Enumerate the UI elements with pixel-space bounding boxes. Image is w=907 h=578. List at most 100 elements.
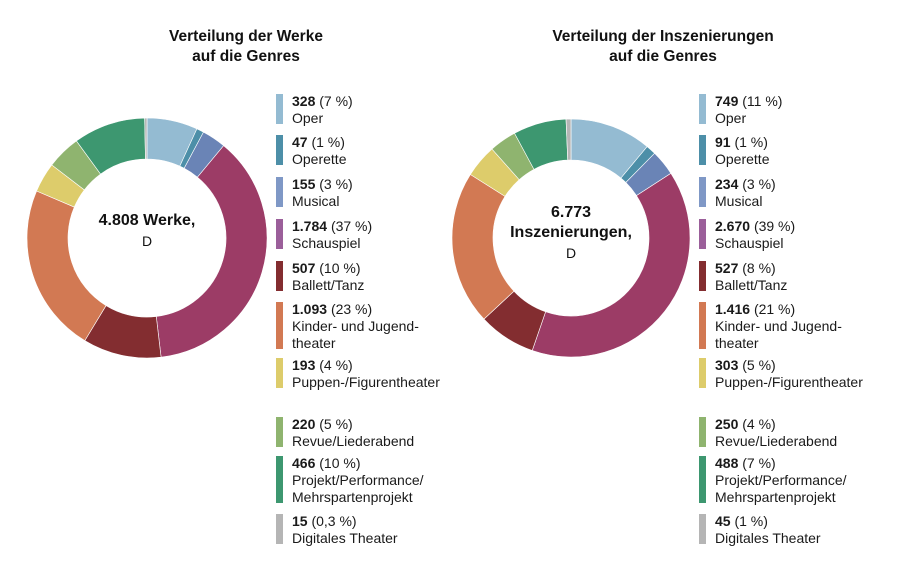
werke-chart-title: Verteilung der Werke auf die Genres [116, 27, 376, 67]
inszenierungen-total-unit: Inszenierungen, [510, 224, 632, 241]
inszenierungen-chart-panel: Verteilung der Inszenierungen auf die Ge… [451, 0, 907, 578]
inszenierungen-legend-percent: (39 %) [753, 218, 796, 234]
inszenierungen-legend-swatch [699, 94, 706, 124]
werke-legend-label: Musical [292, 193, 340, 209]
inszenierungen-legend-percent: (5 %) [742, 357, 776, 373]
werke-legend-text: 193 (4 %) Puppen-/Figurentheater [292, 357, 440, 391]
werke-donut-slice [144, 117, 148, 160]
werke-legend-value: 15 [292, 513, 308, 529]
werke-legend-label: Operette [292, 151, 347, 167]
werke-legend-text: 328 (7 %) Oper [292, 93, 353, 127]
inszenierungen-legend-value: 527 [715, 260, 739, 276]
werke-legend-percent: (0,3 %) [311, 513, 357, 529]
inszenierungen-donut-chart [451, 118, 691, 358]
werke-total: 4.808 Werke, [98, 212, 196, 229]
inszenierungen-legend-value: 2.670 [715, 218, 751, 234]
inszenierungen-legend-swatch [699, 261, 706, 291]
inszenierungen-legend-text: 250 (4 %) Revue/Liederabend [715, 416, 837, 450]
inszenierungen-legend-swatch [699, 417, 706, 447]
inszenierungen-legend-text: 45 (1 %) Digitales Theater [715, 513, 821, 547]
inszenierungen-region: D [565, 245, 577, 261]
inszenierungen-legend-value: 1.416 [715, 301, 751, 317]
werke-legend-label: Ballett/Tanz [292, 277, 365, 293]
inszenierungen-legend-swatch [699, 514, 706, 544]
inszenierungen-legend-label: Musical [715, 193, 763, 209]
inszenierungen-legend-percent: (4 %) [742, 416, 776, 432]
inszenierungen-donut-slice [531, 172, 691, 358]
inszenierungen-title-line-2: auf die Genres [609, 48, 717, 65]
inszenierungen-donut-slice [565, 118, 572, 161]
werke-legend-percent: (3 %) [319, 176, 353, 192]
inszenierungen-legend-label: Puppen-/Figurentheater [715, 374, 863, 390]
werke-legend-text: 507 (10 %) Ballett/Tanz [292, 260, 364, 294]
inszenierungen-legend-text: 234 (3 %) Musical [715, 176, 776, 210]
inszenierungen-total-number: 6.773 [550, 204, 592, 221]
werke-donut-chart [26, 117, 268, 359]
werke-legend-swatch [276, 417, 283, 447]
inszenierungen-legend-value: 488 [715, 455, 739, 471]
werke-legend-text: 15 (0,3 %) Digitales Theater [292, 513, 398, 547]
werke-legend-label: Puppen-/Figurentheater [292, 374, 440, 390]
inszenierungen-legend-text: 1.416 (21 %) Kinder- und Jugend-theater [715, 301, 842, 352]
inszenierungen-legend-label: Ballett/Tanz [715, 277, 788, 293]
werke-legend-label: Mehrspartenprojekt [292, 489, 413, 505]
werke-legend-swatch [276, 302, 283, 349]
inszenierungen-legend-percent: (1 %) [734, 134, 768, 150]
inszenierungen-legend-swatch [699, 302, 706, 349]
inszenierungen-legend-value: 303 [715, 357, 739, 373]
werke-legend-swatch [276, 94, 283, 124]
werke-title-line-2: auf die Genres [192, 48, 300, 65]
inszenierungen-legend-text: 749 (11 %) Oper [715, 93, 782, 127]
inszenierungen-legend-text: 2.670 (39 %) Schauspiel [715, 218, 795, 252]
inszenierungen-legend-value: 749 [715, 93, 739, 109]
werke-legend-text: 466 (10 %) Projekt/Performance/Mehrsparte… [292, 455, 424, 506]
werke-title-line-1: Verteilung der Werke [169, 28, 323, 45]
werke-region: D [141, 233, 153, 249]
werke-legend-swatch [276, 358, 283, 388]
inszenierungen-legend-label: Kinder- und Jugend- [715, 318, 842, 334]
werke-legend-value: 328 [292, 93, 316, 109]
werke-legend-value: 220 [292, 416, 316, 432]
inszenierungen-legend-value: 45 [715, 513, 731, 529]
werke-legend-value: 507 [292, 260, 316, 276]
werke-legend-value: 466 [292, 455, 316, 471]
werke-legend-value: 1.784 [292, 218, 328, 234]
inszenierungen-legend-percent: (1 %) [734, 513, 768, 529]
werke-legend-label: Projekt/Performance/ [292, 472, 424, 488]
inszenierungen-legend-value: 250 [715, 416, 739, 432]
werke-legend-percent: (23 %) [330, 301, 373, 317]
inszenierungen-title-line-1: Verteilung der Inszenierungen [552, 28, 774, 45]
inszenierungen-legend-label: theater [715, 335, 759, 351]
werke-legend-text: 155 (3 %) Musical [292, 176, 353, 210]
werke-legend-label: Oper [292, 110, 324, 126]
inszenierungen-legend-label: Projekt/Performance/ [715, 472, 847, 488]
inszenierungen-legend-percent: (8 %) [742, 260, 776, 276]
werke-legend-value: 155 [292, 176, 316, 192]
inszenierungen-legend-text: 303 (5 %) Puppen-/Figurentheater [715, 357, 863, 391]
inszenierungen-legend-label: Oper [715, 110, 747, 126]
werke-legend-percent: (4 %) [319, 357, 353, 373]
inszenierungen-legend-label: Mehrspartenprojekt [715, 489, 836, 505]
werke-legend-label: Revue/Liederabend [292, 433, 415, 449]
werke-legend-percent: (37 %) [330, 218, 373, 234]
inszenierungen-legend-percent: (11 %) [742, 93, 783, 109]
werke-legend-swatch [276, 135, 283, 165]
werke-legend-value: 193 [292, 357, 316, 373]
inszenierungen-legend-text: 527 (8 %) Ballett/Tanz [715, 260, 787, 294]
werke-legend-percent: (5 %) [319, 416, 353, 432]
inszenierungen-legend-value: 234 [715, 176, 739, 192]
inszenierungen-legend-swatch [699, 456, 706, 503]
werke-legend-value: 47 [292, 134, 308, 150]
werke-legend-swatch [276, 219, 283, 249]
werke-legend-text: 1.093 (23 %) Kinder- und Jugend-theater [292, 301, 419, 352]
werke-legend-percent: (7 %) [319, 93, 353, 109]
werke-legend-text: 1.784 (37 %) Schauspiel [292, 218, 372, 252]
inszenierungen-legend-label: Digitales Theater [715, 530, 821, 546]
inszenierungen-legend-swatch [699, 358, 706, 388]
werke-center-label: 4.808 Werke, D [87, 211, 207, 251]
werke-legend-percent: (1 %) [311, 134, 345, 150]
inszenierungen-legend-label: Revue/Liederabend [715, 433, 838, 449]
werke-legend-percent: (10 %) [319, 260, 361, 276]
werke-legend-swatch [276, 261, 283, 291]
inszenierungen-legend-percent: (3 %) [742, 176, 776, 192]
